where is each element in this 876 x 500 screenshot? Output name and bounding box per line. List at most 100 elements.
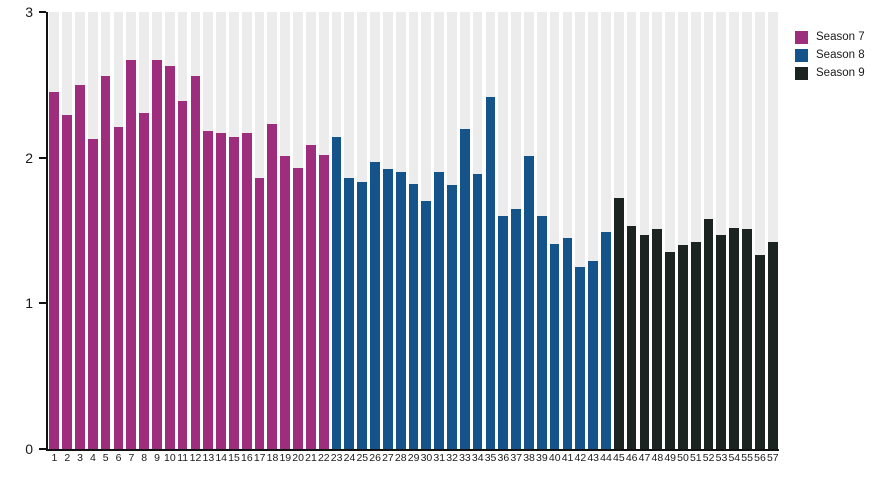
x-tick-label: 26 [369, 452, 381, 464]
bar-slot [523, 12, 536, 449]
bar [62, 115, 72, 449]
x-tick-label: 39 [536, 452, 548, 464]
legend-item: Season 9 [795, 67, 865, 80]
x-tick-label: 44 [600, 452, 612, 464]
x-tick-label: 9 [154, 452, 160, 464]
bar [87, 138, 98, 449]
x-tick-label: 7 [128, 452, 135, 464]
x-tick-label: 33 [459, 452, 471, 464]
bar-slot [151, 12, 164, 449]
bar-slot [99, 12, 112, 449]
x-tick-label: 34 [471, 452, 484, 464]
bar [164, 65, 175, 449]
x-tick-label: 8 [141, 452, 148, 464]
bar-slot [292, 12, 305, 449]
bar [588, 261, 598, 449]
bar [408, 183, 419, 449]
background-band [601, 12, 611, 449]
legend-label: Season 8 [816, 49, 865, 61]
background-band [575, 12, 586, 449]
legend-swatch [795, 31, 808, 44]
x-tick-label: 17 [253, 452, 266, 464]
bar [241, 132, 252, 449]
bar-slot [228, 12, 241, 449]
bar-slot [279, 12, 292, 449]
bar-slot [420, 12, 433, 449]
legend-label: Season 9 [816, 67, 865, 79]
x-tick-label: 54 [728, 452, 741, 464]
bar [395, 172, 406, 449]
bar-slot [510, 12, 523, 449]
bar [100, 76, 111, 449]
bar [203, 131, 214, 449]
bar [601, 231, 611, 449]
y-tick-label: 1 [25, 295, 33, 312]
x-tick-label: 32 [446, 452, 458, 464]
bar-slot [240, 12, 253, 449]
x-tick-label: 52 [702, 452, 715, 464]
bar-slot [715, 12, 728, 449]
bar [716, 234, 727, 449]
x-tick-label: 37 [510, 452, 523, 464]
bar [357, 182, 368, 449]
x-tick-label: 23 [330, 452, 343, 464]
bar-slot [664, 12, 677, 449]
bar-slot [625, 12, 638, 449]
bar [190, 76, 201, 449]
x-tick-label: 38 [523, 452, 535, 464]
x-tick-label: 15 [228, 452, 240, 464]
bar [498, 215, 509, 449]
legend: Season 7 Season 8 Season 9 [795, 31, 865, 85]
bar-slot [138, 12, 151, 449]
bar [318, 154, 329, 449]
background-band [716, 12, 727, 449]
bar [293, 167, 303, 449]
bar-slot [728, 12, 741, 449]
y-tick-label: 3 [25, 4, 33, 20]
bar [113, 127, 124, 449]
bar [370, 162, 380, 449]
background-band [549, 12, 560, 449]
bar-slot [587, 12, 600, 449]
bar-slot [74, 12, 87, 449]
bar-slot [497, 12, 510, 449]
bar-slot [202, 12, 215, 449]
bar-slot [612, 12, 625, 449]
bar [280, 156, 291, 449]
x-tick-label: 40 [548, 452, 561, 464]
x-axis-labels: 1 2 3 4 5 6 7 8 9 10 11 12 13 14 15 16 17 18 19 20 21 22 23 24 2… [48, 453, 779, 464]
bar-slot [112, 12, 125, 449]
bar [459, 128, 470, 449]
bar [229, 137, 239, 449]
background-band [690, 12, 701, 449]
x-tick-label: 49 [664, 452, 676, 464]
x-tick-label: 28 [394, 452, 407, 464]
background-band [677, 12, 688, 449]
x-tick-label: 22 [317, 452, 330, 464]
background-band [588, 12, 598, 449]
x-tick-label: 47 [638, 452, 651, 464]
bar-slot [86, 12, 99, 449]
bar-slot [305, 12, 318, 449]
y-tick-label: 0 [25, 441, 33, 457]
x-tick-label: 16 [240, 452, 253, 464]
legend-item: Season 8 [795, 49, 865, 62]
bar [49, 92, 60, 449]
x-tick-label: 5 [102, 452, 109, 464]
bar-slot [189, 12, 202, 449]
bar-slot [535, 12, 548, 449]
bar [652, 229, 663, 449]
bar-slot [176, 12, 189, 449]
x-tick-label: 20 [292, 452, 304, 464]
background-band [639, 12, 650, 449]
bar-slot [677, 12, 690, 449]
background-band [665, 12, 675, 449]
y-tick-mark [39, 156, 46, 159]
bar [447, 185, 457, 449]
bar [434, 172, 444, 449]
legend-swatch [795, 67, 808, 80]
x-tick-label: 2 [64, 452, 71, 464]
x-tick-label: 4 [89, 452, 96, 464]
bar-slot [382, 12, 395, 449]
x-tick-label: 50 [677, 452, 689, 464]
